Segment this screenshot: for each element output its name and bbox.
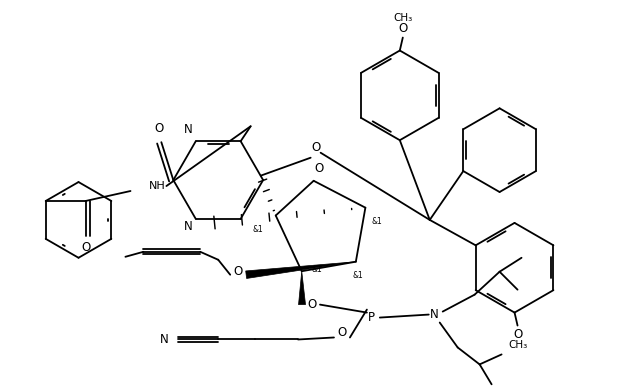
Text: P: P [369, 311, 376, 324]
Text: N: N [430, 308, 439, 321]
Text: N: N [184, 220, 192, 233]
Text: N: N [160, 333, 169, 346]
Text: &1: &1 [253, 225, 263, 234]
Text: O: O [337, 326, 347, 339]
Polygon shape [298, 271, 305, 305]
Text: &1: &1 [312, 265, 322, 274]
Text: O: O [81, 241, 90, 254]
Text: &1: &1 [352, 271, 363, 280]
Text: O: O [307, 298, 317, 311]
Text: O: O [155, 122, 164, 135]
Text: N: N [184, 123, 192, 136]
Text: O: O [311, 141, 320, 154]
Polygon shape [246, 262, 356, 279]
Text: O: O [233, 265, 243, 278]
Text: O: O [398, 22, 408, 35]
Text: CH₃: CH₃ [508, 340, 527, 350]
Text: O: O [314, 162, 324, 175]
Text: CH₃: CH₃ [393, 12, 413, 23]
Text: NH: NH [149, 181, 165, 191]
Text: O: O [513, 328, 522, 341]
Text: &1: &1 [372, 217, 382, 226]
